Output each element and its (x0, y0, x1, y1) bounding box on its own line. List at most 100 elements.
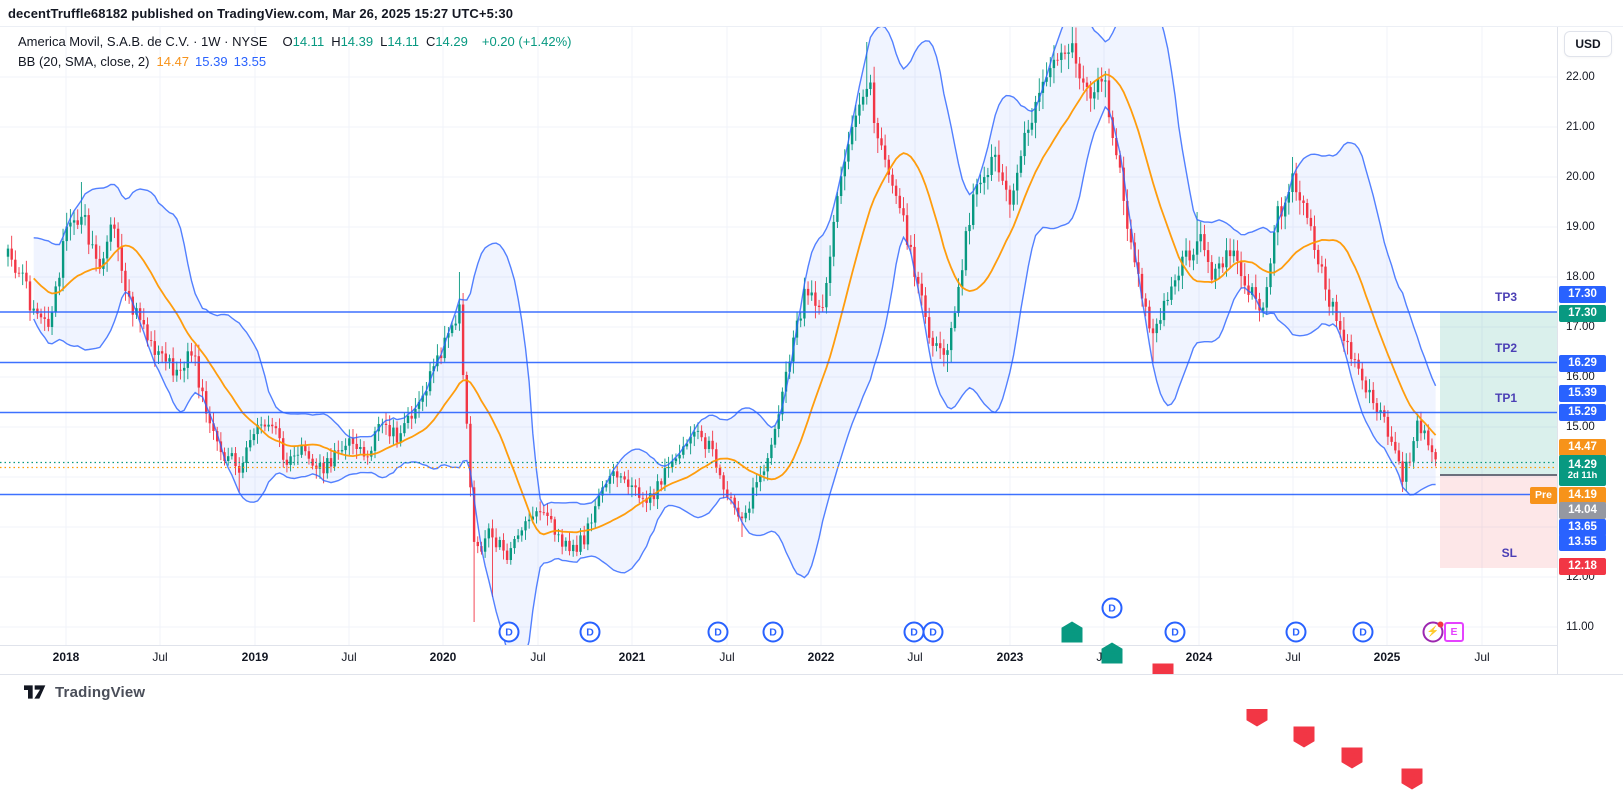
candle-body (322, 462, 325, 474)
candle-body (171, 358, 175, 376)
candle-body (1306, 203, 1309, 218)
candle-body (579, 535, 582, 552)
candle-body (1265, 287, 1268, 308)
time-tick-2023: 2023 (996, 650, 1024, 664)
dividend-marker-icon[interactable]: D (707, 621, 729, 643)
ohlc-values: O14.11 H14.39 L14.11 C14.29 (282, 34, 474, 49)
candle-body (267, 424, 270, 427)
candle-body (465, 375, 468, 424)
candle-body (1225, 250, 1228, 268)
candle-body (652, 493, 656, 500)
candle-body (164, 353, 167, 362)
candle-body (854, 115, 857, 127)
candle-body (1203, 234, 1206, 251)
candle-body (318, 462, 322, 469)
candle-body (550, 516, 553, 520)
candle-body (542, 512, 545, 514)
bollinger-basis-line[interactable] (33, 73, 1437, 536)
candle-body (498, 540, 501, 548)
candle-body (700, 430, 703, 438)
candle-body (1023, 132, 1026, 157)
candle-body (1339, 321, 1342, 330)
candle-body (1071, 43, 1074, 53)
candle-body (348, 438, 351, 446)
level-label-tp3[interactable]: TP3 (1494, 290, 1517, 304)
candle-body (1192, 254, 1195, 261)
candle-body (98, 258, 101, 269)
candle-body (924, 295, 927, 317)
tradingview-logo[interactable]: TradingView (24, 684, 145, 701)
candle-body (1107, 80, 1111, 118)
candle-body (461, 304, 465, 375)
earnings-beat-marker-icon[interactable]: E (1061, 621, 1083, 643)
candle-body (777, 414, 780, 429)
bollinger-upper-line[interactable] (33, 0, 1437, 507)
candle-body (1129, 228, 1133, 243)
candle-body (1353, 359, 1357, 360)
candle-body (810, 292, 813, 296)
candle-body (175, 369, 178, 376)
candle-body (1390, 436, 1393, 442)
candle-body (1115, 138, 1118, 156)
dividend-marker-icon[interactable]: D (1285, 621, 1307, 643)
indicator-values: 14.47 15.39 13.55 (157, 54, 273, 69)
candle-body (425, 391, 428, 396)
price-label-13.65: 13.65 (1559, 518, 1606, 536)
candle-body (1328, 289, 1331, 307)
live-earnings-icon[interactable]: ⚡ (1422, 621, 1444, 643)
candle-body (197, 356, 200, 388)
price-label-17.30: 17.30 (1559, 285, 1606, 303)
time-tick-Jul: Jul (1474, 650, 1490, 664)
price-axis[interactable]: 22.00 21.00 20.00 19.00 18.00 17.00 16.00 15.00… (1557, 26, 1623, 674)
candle-body (183, 367, 186, 371)
symbol-legend-row[interactable]: America Movil, S.A.B. de C.V. · 1W · NYS… (18, 31, 572, 51)
candle-body (54, 286, 57, 313)
price-tick: 22.00 (1566, 71, 1595, 83)
indicator-legend-row[interactable]: BB (20, SMA, close, 2) 14.47 15.39 13.55 (18, 51, 572, 71)
candle-body (612, 471, 615, 476)
level-label-sl[interactable]: SL (1501, 546, 1517, 560)
dividend-marker-icon[interactable]: D (1164, 621, 1186, 643)
candle-body (513, 539, 516, 549)
candle-body (403, 423, 406, 434)
candle-body (263, 424, 267, 427)
dividend-marker-icon[interactable]: D (922, 621, 944, 643)
candle-body (1309, 217, 1313, 227)
dividend-marker-icon[interactable]: D (1101, 597, 1123, 619)
candle-body (641, 497, 645, 499)
long-position-profit-zone[interactable] (1440, 312, 1557, 475)
candle-body (872, 82, 876, 123)
bollinger-lower-line[interactable] (33, 105, 1436, 645)
dividend-marker-icon[interactable]: D (1352, 621, 1374, 643)
dividend-marker-icon[interactable]: D (498, 621, 520, 643)
candle-body (384, 423, 388, 425)
time-tick-2021: 2021 (618, 650, 646, 664)
candle-body (359, 447, 362, 449)
candle-body (1052, 59, 1056, 69)
candle-body (160, 351, 164, 354)
currency-toggle-button[interactable]: USD (1564, 31, 1612, 57)
earnings-miss-marker-icon[interactable]: E (1401, 768, 1423, 790)
candle-body (1030, 122, 1034, 130)
upcoming-earnings-icon[interactable]: E (1444, 622, 1464, 642)
time-tick-2020: 2020 (429, 650, 457, 664)
candle-body (282, 438, 285, 460)
price-plot-canvas[interactable] (0, 0, 1557, 645)
dividend-marker-icon[interactable]: D (579, 621, 601, 643)
earnings-beat-marker-icon[interactable]: E (1101, 642, 1123, 664)
price-tick: 17.00 (1566, 321, 1595, 333)
earnings-miss-marker-icon[interactable]: E (1341, 747, 1363, 769)
dividend-marker-icon[interactable]: D (903, 621, 925, 643)
candle-body (373, 431, 377, 451)
dividend-marker-icon[interactable]: D (762, 621, 784, 643)
time-axis[interactable]: 2018 Jul 2019 Jul 2020 Jul 2021 Jul 2022 Jul 2023 J… (0, 645, 1557, 675)
premarket-badge: Pre (1530, 486, 1557, 504)
candle-body (590, 522, 593, 524)
earnings-miss-marker-icon[interactable]: E (1293, 726, 1315, 748)
level-label-tp1[interactable]: TP1 (1494, 391, 1517, 405)
level-label-tp2[interactable]: TP2 (1494, 341, 1517, 355)
candle-body (190, 351, 193, 356)
candle-body (524, 521, 527, 531)
candle-body (1419, 420, 1423, 434)
